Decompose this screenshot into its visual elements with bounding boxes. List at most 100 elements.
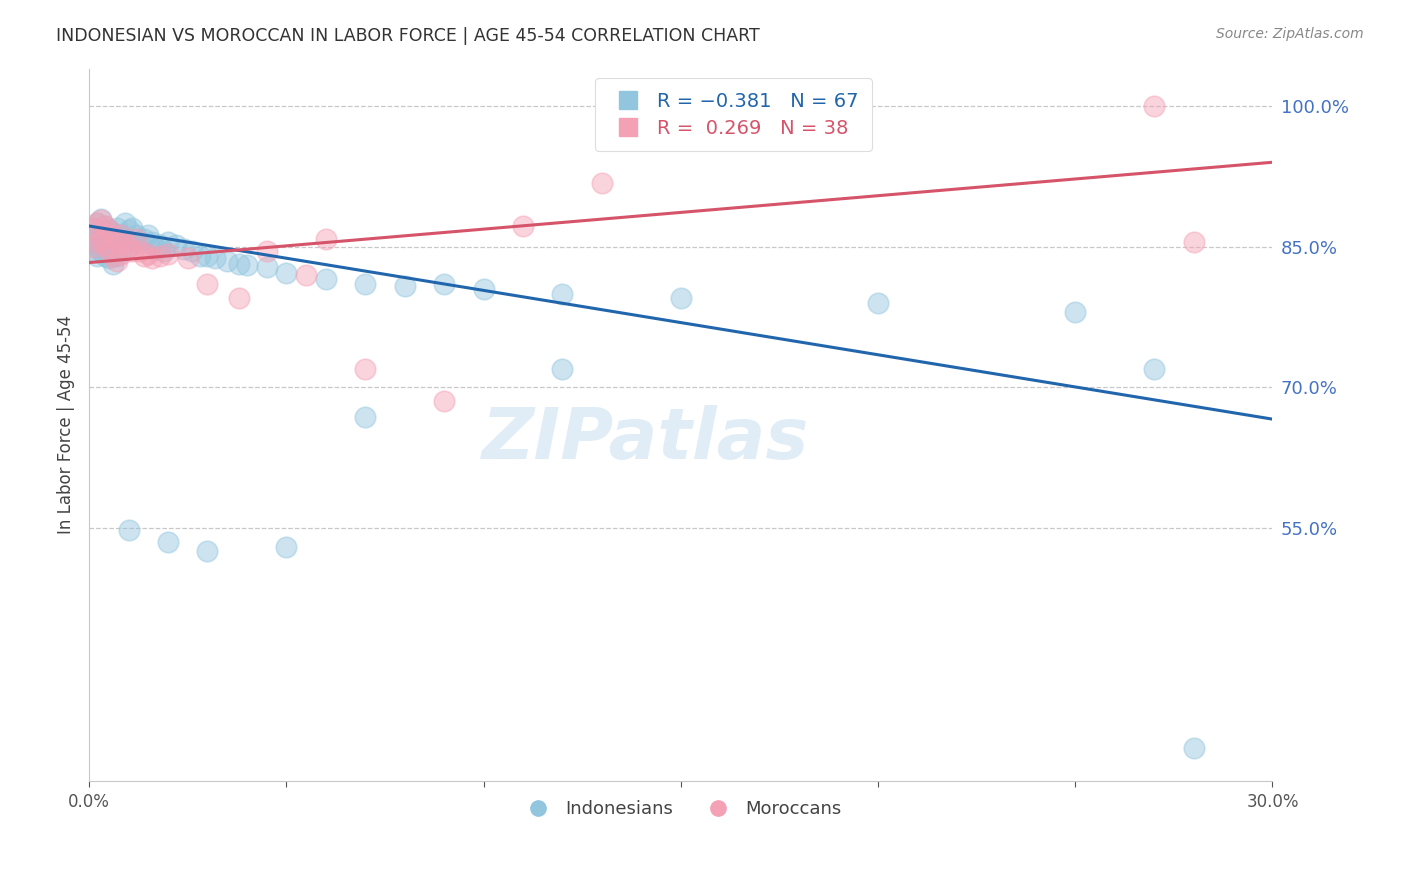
Point: [276, 266, 298, 280]
Point: [101, 256, 124, 270]
Point: [354, 410, 377, 425]
Point: [156, 235, 179, 249]
Point: [1143, 361, 1166, 376]
Point: [82, 235, 104, 249]
Point: [97, 251, 120, 265]
Point: [110, 242, 132, 256]
Point: [97, 223, 120, 237]
Point: [86, 249, 108, 263]
Point: [94, 219, 117, 233]
Point: [117, 523, 139, 537]
Point: [101, 226, 124, 240]
Point: [228, 256, 250, 270]
Point: [86, 230, 108, 244]
Point: [228, 291, 250, 305]
Point: [276, 540, 298, 554]
Legend: Indonesians, Moroccans: Indonesians, Moroccans: [513, 793, 849, 825]
Point: [204, 251, 226, 265]
Point: [153, 244, 176, 259]
Point: [94, 237, 117, 252]
Point: [236, 259, 259, 273]
Point: [197, 544, 219, 558]
Point: [176, 251, 198, 265]
Point: [866, 296, 889, 310]
Point: [197, 249, 219, 263]
Point: [97, 244, 120, 259]
Text: INDONESIAN VS MOROCCAN IN LABOR FORCE | AGE 45-54 CORRELATION CHART: INDONESIAN VS MOROCCAN IN LABOR FORCE | …: [56, 27, 761, 45]
Point: [121, 220, 143, 235]
Point: [141, 235, 163, 249]
Point: [129, 244, 152, 259]
Point: [110, 247, 132, 261]
Point: [551, 361, 574, 376]
Point: [669, 291, 692, 305]
Point: [1182, 235, 1205, 249]
Point: [105, 235, 128, 249]
Point: [136, 247, 159, 261]
Point: [149, 237, 172, 252]
Point: [114, 235, 136, 249]
Point: [105, 249, 128, 263]
Point: [433, 277, 456, 292]
Point: [110, 228, 132, 243]
Point: [94, 235, 117, 249]
Point: [256, 244, 278, 259]
Text: Source: ZipAtlas.com: Source: ZipAtlas.com: [1216, 27, 1364, 41]
Point: [156, 247, 179, 261]
Point: [188, 249, 211, 263]
Point: [145, 242, 167, 256]
Point: [121, 244, 143, 259]
Point: [295, 268, 318, 282]
Point: [165, 237, 187, 252]
Y-axis label: In Labor Force | Age 45-54: In Labor Force | Age 45-54: [58, 315, 75, 534]
Point: [1064, 305, 1087, 319]
Point: [86, 216, 108, 230]
Point: [101, 249, 124, 263]
Point: [114, 216, 136, 230]
Point: [101, 228, 124, 243]
Point: [180, 244, 202, 259]
Point: [125, 228, 148, 243]
Point: [82, 240, 104, 254]
Point: [94, 219, 117, 233]
Point: [105, 220, 128, 235]
Point: [1143, 99, 1166, 113]
Point: [117, 223, 139, 237]
Point: [591, 176, 613, 190]
Point: [129, 235, 152, 249]
Point: [97, 223, 120, 237]
Point: [315, 232, 337, 246]
Point: [197, 277, 219, 292]
Point: [394, 279, 416, 293]
Point: [105, 235, 128, 249]
Point: [90, 213, 112, 227]
Point: [433, 394, 456, 409]
Point: [105, 253, 128, 268]
Point: [90, 244, 112, 259]
Point: [134, 249, 156, 263]
Point: [136, 228, 159, 243]
Point: [149, 249, 172, 263]
Point: [86, 216, 108, 230]
Point: [82, 220, 104, 235]
Point: [117, 240, 139, 254]
Point: [472, 282, 495, 296]
Point: [114, 235, 136, 249]
Point: [90, 211, 112, 226]
Point: [1182, 741, 1205, 756]
Point: [173, 242, 195, 256]
Point: [354, 277, 377, 292]
Point: [90, 228, 112, 243]
Point: [551, 286, 574, 301]
Point: [315, 272, 337, 286]
Point: [90, 232, 112, 246]
Point: [82, 220, 104, 235]
Point: [121, 235, 143, 249]
Point: [141, 251, 163, 265]
Point: [156, 535, 179, 549]
Point: [82, 244, 104, 259]
Point: [125, 232, 148, 246]
Point: [86, 235, 108, 249]
Point: [97, 237, 120, 252]
Point: [94, 249, 117, 263]
